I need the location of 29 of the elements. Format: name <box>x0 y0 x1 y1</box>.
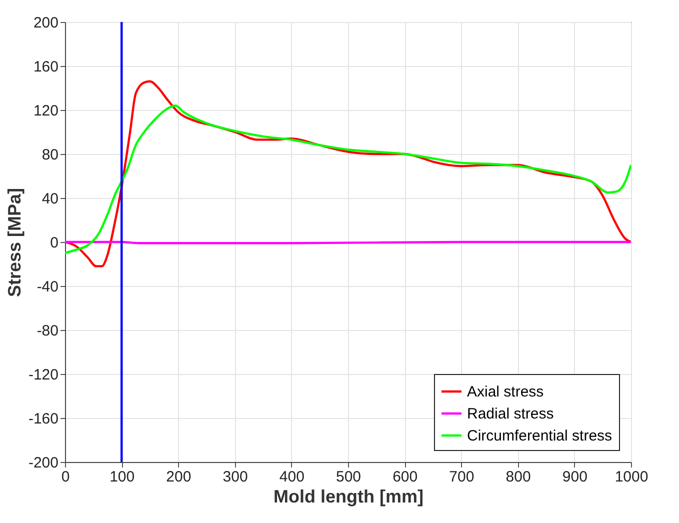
y-tick-label: 120 <box>33 102 58 120</box>
x-tick-label: 500 <box>336 468 362 486</box>
line-series <box>65 104 631 254</box>
x-tick-label: 1000 <box>614 468 648 486</box>
line-series <box>65 80 631 268</box>
x-tick-label: 800 <box>506 468 531 486</box>
y-tick-label: -40 <box>36 278 58 296</box>
x-axis-title: Mold length [mm] <box>274 486 424 506</box>
y-tick-label: 200 <box>33 14 58 32</box>
x-tick-label: 900 <box>562 468 588 486</box>
y-axis-title: Stress [MPa] <box>4 188 24 298</box>
y-tick-label: -200 <box>28 454 58 472</box>
x-tick-label: 300 <box>222 468 248 486</box>
x-tick-label: 100 <box>110 468 135 486</box>
legend-label: Radial stress <box>467 406 554 422</box>
y-tick-label: 40 <box>42 190 58 208</box>
y-tick-label: 80 <box>42 146 58 164</box>
x-tick-label: 200 <box>166 468 192 486</box>
y-tick-label: 0 <box>50 234 58 252</box>
y-tick-label: 160 <box>33 58 58 76</box>
y-tick-label: -120 <box>28 366 58 384</box>
x-tick-label: 400 <box>279 468 304 486</box>
x-tick-label: 700 <box>449 468 474 486</box>
x-tick-label: 600 <box>392 468 418 486</box>
y-tick-label: -160 <box>28 410 58 428</box>
legend-label: Axial stress <box>467 384 544 400</box>
y-tick-label: -80 <box>36 322 58 340</box>
legend-label: Circumferential stress <box>467 428 612 444</box>
x-tick-label: 0 <box>61 468 70 486</box>
